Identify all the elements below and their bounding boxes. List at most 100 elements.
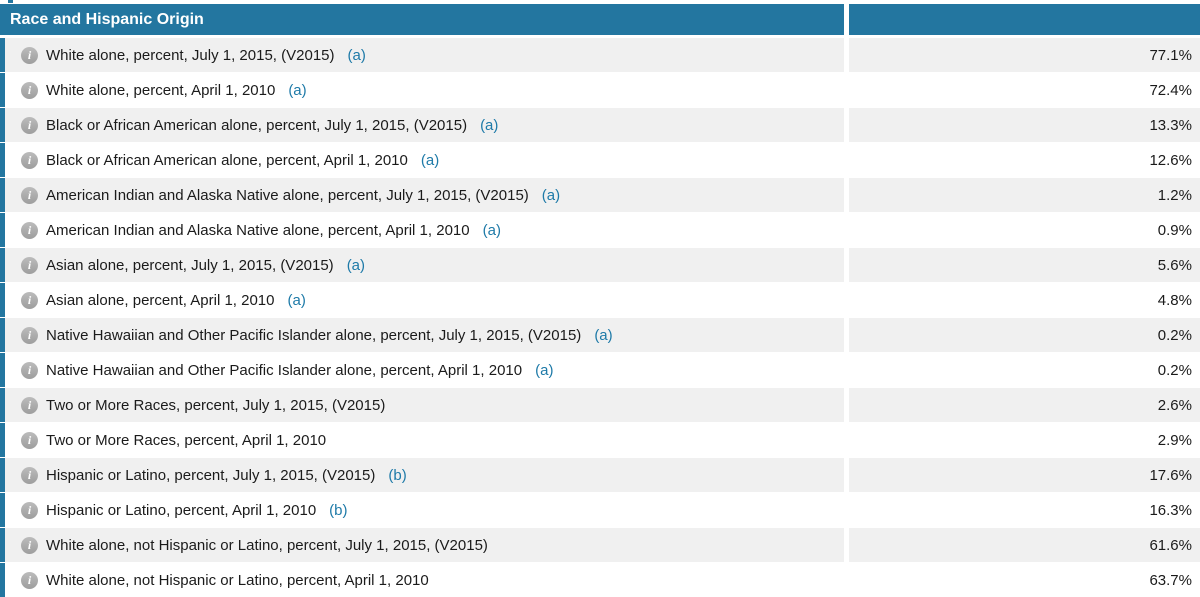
row-accent-bar [0, 248, 5, 282]
footnote-link[interactable]: (a) [482, 221, 501, 239]
section-title: Race and Hispanic Origin [10, 10, 204, 28]
info-icon-glyph: i [27, 188, 32, 202]
footnote-link[interactable]: (a) [346, 256, 366, 274]
table-row: i White alone, not Hispanic or Latino, p… [0, 563, 1200, 597]
info-icon[interactable]: i [21, 326, 38, 344]
info-icon[interactable]: i [21, 116, 38, 134]
label-cell: i Black or African American alone, perce… [0, 143, 844, 177]
info-icon-glyph: i [27, 223, 32, 237]
table-row: i Asian alone, percent, April 1, 2010 (a… [0, 283, 1200, 317]
info-icon-glyph: i [27, 48, 32, 62]
info-icon-glyph: i [27, 83, 32, 97]
footnote-link[interactable]: (a) [480, 116, 499, 134]
label-cell: i American Indian and Alaska Native alon… [0, 178, 844, 212]
row-value: 16.3% [1149, 501, 1192, 519]
row-value: 0.2% [1157, 326, 1192, 344]
value-cell: 2.6% [849, 388, 1200, 422]
label-cell: i Native Hawaiian and Other Pacific Isla… [0, 353, 844, 387]
row-accent-bar [0, 318, 5, 352]
value-cell: 72.4% [849, 73, 1200, 107]
table-row: i Two or More Races, percent, April 1, 2… [0, 423, 1200, 457]
info-icon-glyph: i [27, 153, 32, 167]
info-icon[interactable]: i [21, 291, 38, 309]
value-cell: 0.2% [849, 318, 1200, 352]
table-row: i White alone, percent, July 1, 2015, (V… [0, 38, 1200, 72]
row-accent-bar [0, 213, 5, 247]
row-accent-bar [0, 283, 5, 317]
value-cell: 0.2% [849, 353, 1200, 387]
row-accent-bar [0, 108, 5, 142]
label-cell: i White alone, percent, July 1, 2015, (V… [0, 38, 844, 72]
footnote-link[interactable]: (a) [594, 326, 613, 344]
row-accent-bar [0, 458, 5, 492]
row-value: 4.8% [1157, 291, 1192, 309]
footnote-link[interactable]: (a) [420, 151, 440, 169]
row-label: Black or African American alone, percent… [46, 151, 408, 169]
row-accent-bar [0, 388, 5, 422]
value-cell: 61.6% [849, 528, 1200, 562]
row-label: American Indian and Alaska Native alone,… [46, 186, 529, 204]
row-label: American Indian and Alaska Native alone,… [46, 221, 470, 239]
footnote-link[interactable]: (a) [288, 81, 307, 99]
label-cell: i American Indian and Alaska Native alon… [0, 213, 844, 247]
row-accent-bar [0, 353, 5, 387]
table-row: i American Indian and Alaska Native alon… [0, 178, 1200, 212]
value-cell: 1.2% [849, 178, 1200, 212]
row-label: White alone, not Hispanic or Latino, per… [46, 571, 429, 589]
footnote-link[interactable]: (a) [347, 46, 366, 64]
footnote-link[interactable]: (b) [388, 466, 407, 484]
row-accent-bar [0, 528, 5, 562]
table-row: i White alone, percent, April 1, 2010 (a… [0, 73, 1200, 107]
row-value: 13.3% [1149, 116, 1192, 134]
table-row: i Black or African American alone, perce… [0, 108, 1200, 142]
row-value: 72.4% [1149, 81, 1192, 99]
info-icon[interactable]: i [21, 151, 38, 169]
footnote-link[interactable]: (a) [541, 186, 561, 204]
info-icon[interactable]: i [21, 396, 38, 414]
info-icon[interactable]: i [21, 501, 38, 519]
info-icon[interactable]: i [21, 256, 38, 274]
label-cell: i White alone, not Hispanic or Latino, p… [0, 528, 844, 562]
row-label: Two or More Races, percent, July 1, 2015… [46, 396, 386, 414]
label-cell: i Black or African American alone, perce… [0, 108, 844, 142]
info-icon-glyph: i [27, 118, 32, 132]
value-cell: 2.9% [849, 423, 1200, 457]
value-cell: 77.1% [849, 38, 1200, 72]
label-cell: i Asian alone, percent, July 1, 2015, (V… [0, 248, 844, 282]
row-label: Asian alone, percent, April 1, 2010 [46, 291, 275, 309]
info-icon-glyph: i [27, 328, 32, 342]
row-label: Hispanic or Latino, percent, April 1, 20… [46, 501, 317, 519]
info-icon[interactable]: i [21, 466, 38, 484]
row-accent-bar [0, 143, 5, 177]
row-value: 1.2% [1157, 186, 1192, 204]
footnote-link[interactable]: (a) [287, 291, 306, 309]
row-label: Asian alone, percent, July 1, 2015, (V20… [46, 256, 334, 274]
row-label: White alone, percent, April 1, 2010 [46, 81, 276, 99]
footnote-link[interactable]: (a) [535, 361, 554, 379]
row-accent-bar [0, 73, 5, 107]
info-icon[interactable]: i [21, 186, 38, 204]
row-value: 0.9% [1157, 221, 1192, 239]
row-value: 12.6% [1149, 151, 1192, 169]
info-icon[interactable]: i [21, 361, 38, 379]
info-icon[interactable]: i [21, 81, 38, 99]
info-icon[interactable]: i [21, 571, 38, 589]
table-row: i White alone, not Hispanic or Latino, p… [0, 528, 1200, 562]
row-value: 2.9% [1157, 431, 1192, 449]
info-icon[interactable]: i [21, 221, 38, 239]
info-icon[interactable]: i [21, 46, 38, 64]
info-icon-glyph: i [27, 433, 32, 447]
row-accent-bar [0, 493, 5, 527]
info-icon[interactable]: i [21, 431, 38, 449]
info-icon[interactable]: i [21, 536, 38, 554]
table-row: i Asian alone, percent, July 1, 2015, (V… [0, 248, 1200, 282]
row-label: Two or More Races, percent, April 1, 201… [46, 431, 327, 449]
footnote-link[interactable]: (b) [329, 501, 348, 519]
value-cell: 4.8% [849, 283, 1200, 317]
row-value: 5.6% [1157, 256, 1192, 274]
info-icon-glyph: i [27, 468, 32, 482]
value-cell: 13.3% [849, 108, 1200, 142]
clipped-accent-artifact [8, 0, 13, 3]
row-label: Native Hawaiian and Other Pacific Island… [46, 326, 582, 344]
row-accent-bar [0, 563, 5, 597]
